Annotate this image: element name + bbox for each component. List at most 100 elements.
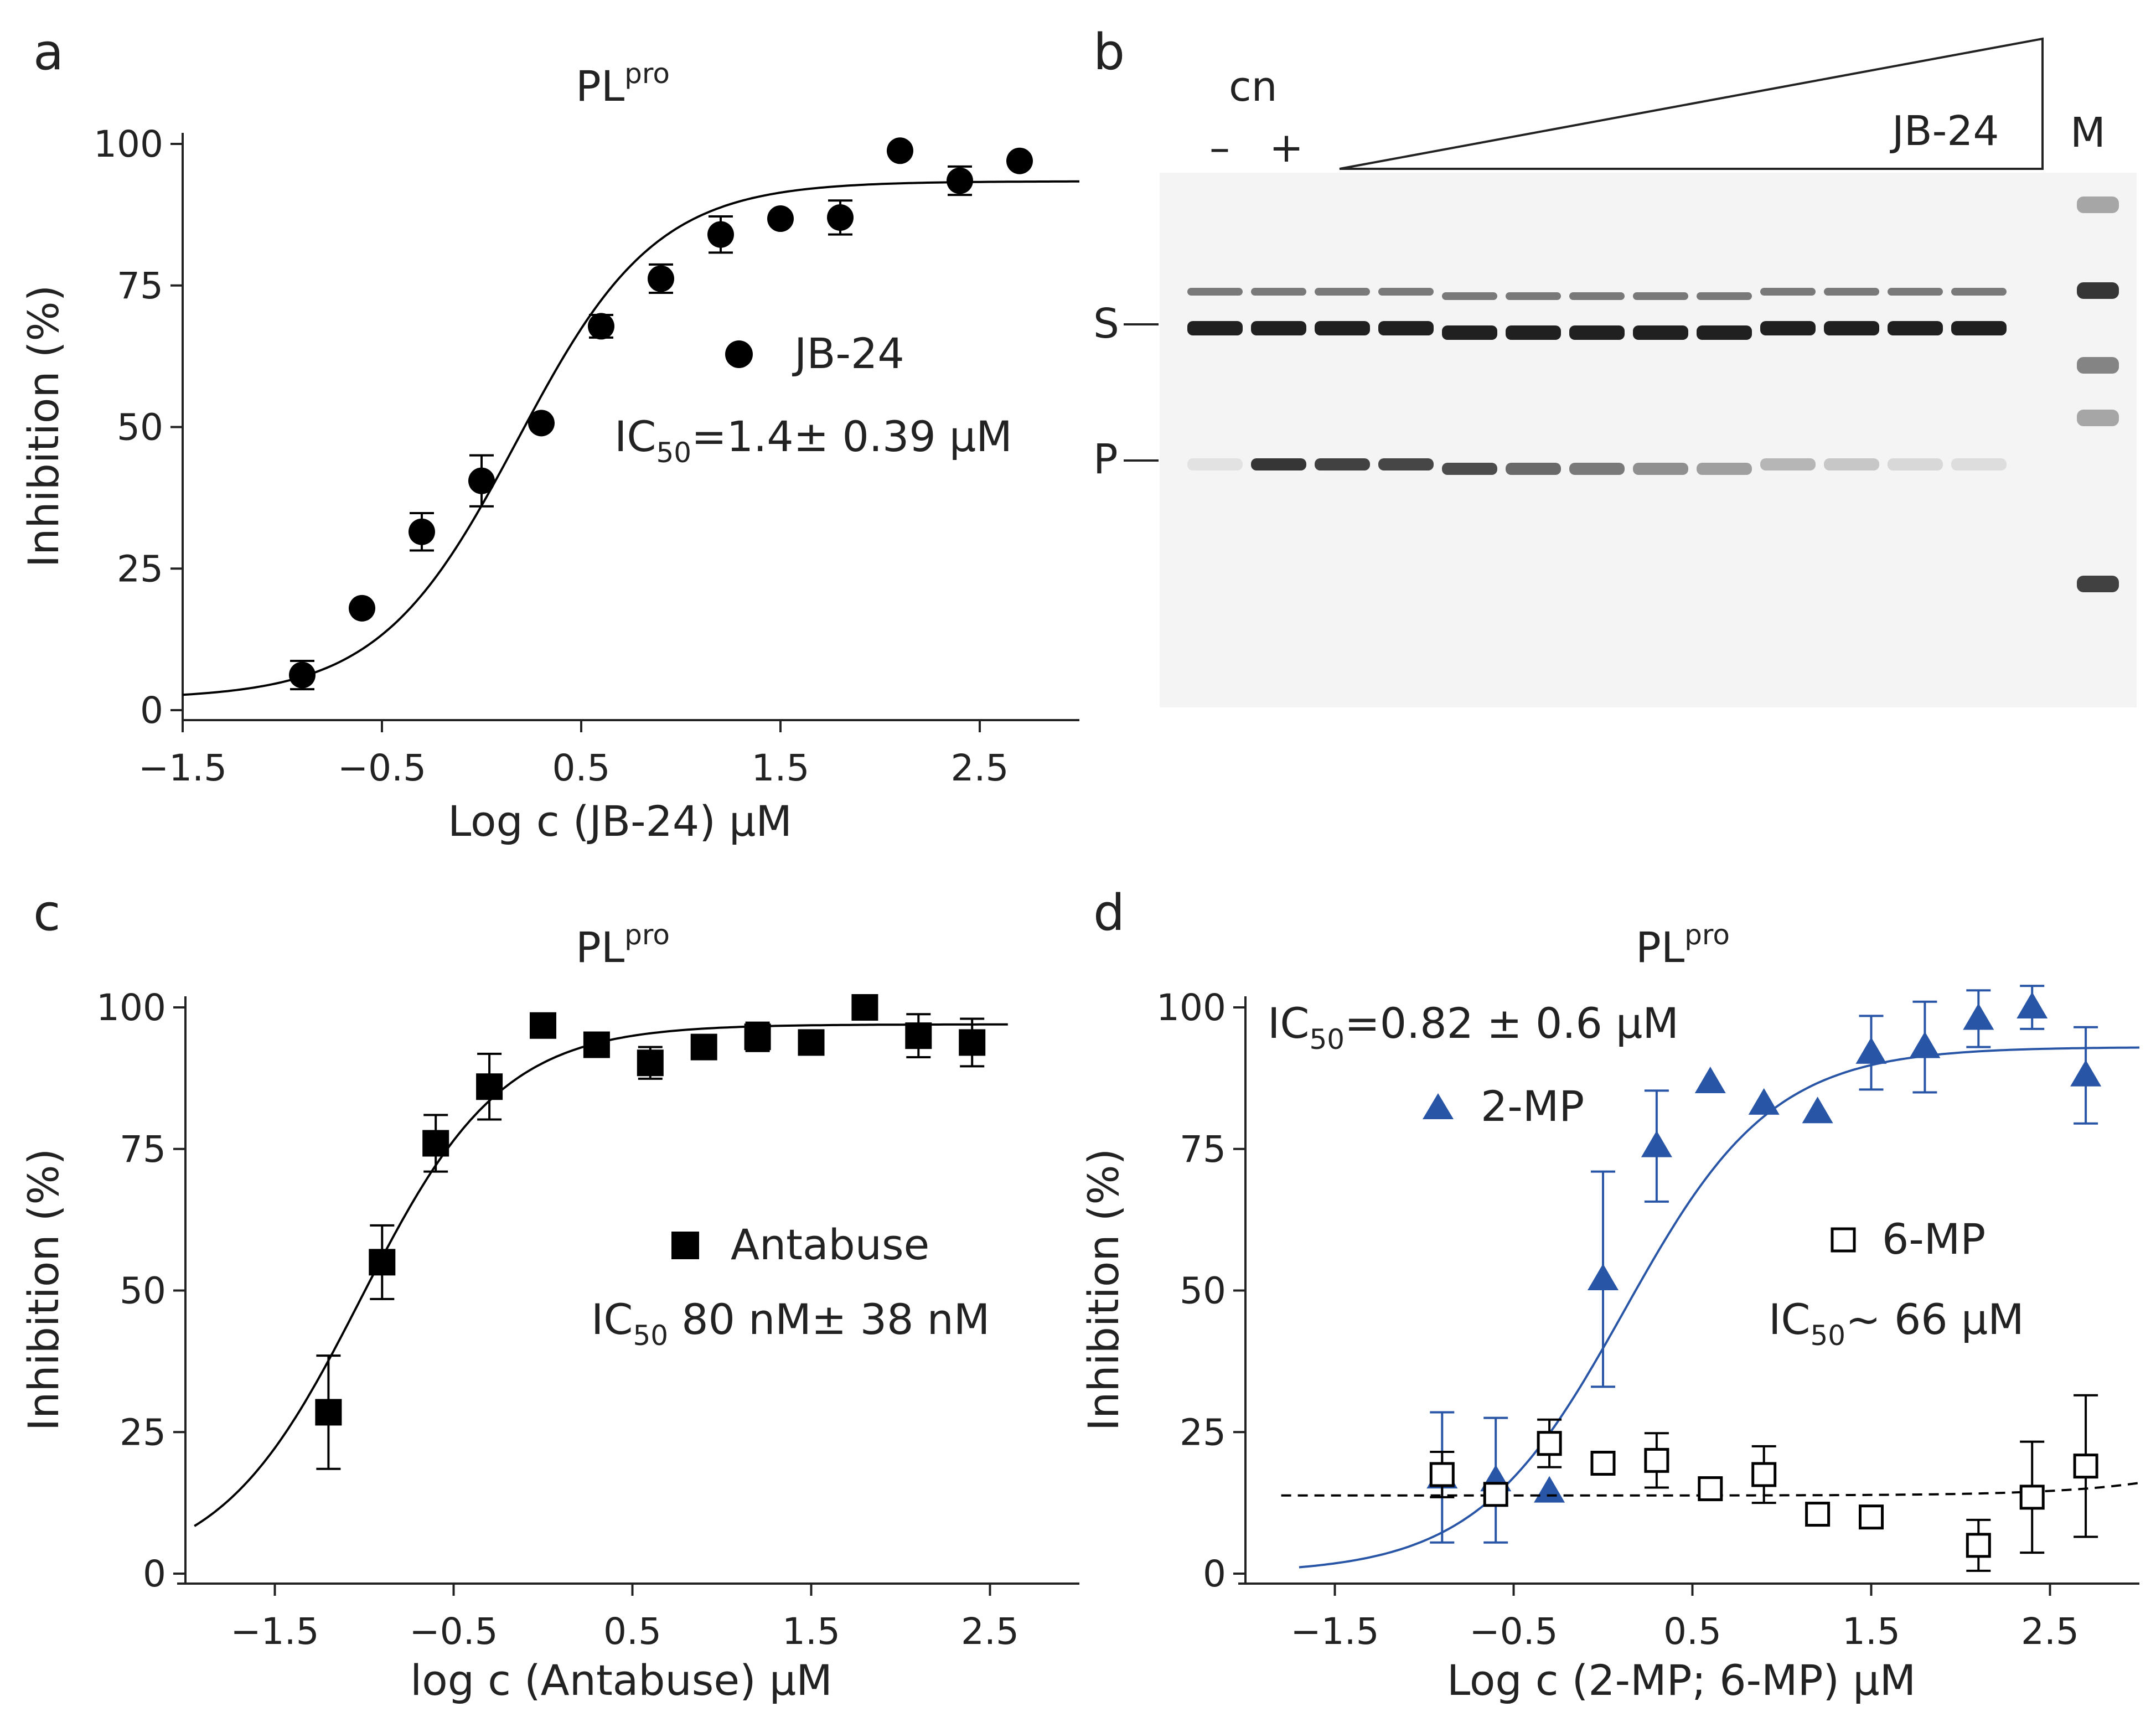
- x-tick-label-d: 2.5: [2021, 1610, 2079, 1653]
- legend-label-2mp: 2-MP: [1481, 1082, 1584, 1131]
- data-point-antabuse: [315, 1399, 342, 1426]
- data-point-6mp: [1805, 1502, 1831, 1527]
- legend-marker-2mp: [1423, 1093, 1454, 1119]
- gel-band-marker: [2077, 357, 2119, 374]
- data-point-6mp: [2019, 1485, 2045, 1510]
- data-point-antabuse: [744, 1023, 771, 1051]
- ic50-value-6mp: ~ 66 μM: [1845, 1295, 2024, 1344]
- gel-band-upper: [1951, 288, 2007, 296]
- panel-c-title-sup: pro: [624, 919, 670, 951]
- ic50-sub-2mp: 50: [1309, 1023, 1345, 1056]
- legend-marker-6mp: [1831, 1227, 1856, 1253]
- data-point-6mp: [1483, 1482, 1508, 1507]
- gel-band-product: [1633, 463, 1688, 475]
- gel-band-upper: [1824, 288, 1879, 296]
- data-point-antabuse: [422, 1130, 449, 1157]
- data-point-jb24: [947, 167, 973, 194]
- ic50-prefix-2mp: IC: [1268, 999, 1309, 1048]
- data-point-6mp: [2073, 1454, 2098, 1479]
- ic50-value-2mp: =0.82 ± 0.6 μM: [1345, 999, 1679, 1048]
- fit-curve-jb24: [182, 180, 1079, 696]
- panel-label-a: a: [33, 23, 64, 81]
- data-point-6mp: [1537, 1431, 1562, 1456]
- y-tick-label-a: 100: [94, 123, 163, 166]
- y-tick-label-d: 50: [1180, 1270, 1226, 1312]
- gel-band-substrate: [1888, 321, 1943, 335]
- chart-panel-a: 0 25 50 75 100 −1.5 −0.5 0.5 1.5 2.5 Inhibition (%…: [19, 123, 1079, 846]
- y-tick-label-d: 100: [1156, 986, 1226, 1029]
- panel-label-d: d: [1093, 884, 1125, 942]
- y-axis-label-c: Inhibition (%): [19, 1149, 68, 1431]
- y-tick-label-c: 75: [120, 1128, 166, 1171]
- gel-lane-minus: –: [1209, 124, 1230, 172]
- data-point-6mp: [1966, 1533, 1991, 1558]
- y-axis-label-d: Inhibition (%): [1079, 1149, 1128, 1431]
- ic50-sub-antabuse: 50: [633, 1320, 668, 1352]
- panel-a-title-main: PL: [576, 61, 624, 111]
- gel-band-substrate: [1251, 321, 1306, 335]
- ic50-prefix-antabuse: IC: [591, 1295, 633, 1344]
- gel-band-upper: [1315, 288, 1370, 296]
- ic50-sub-6mp: 50: [1810, 1320, 1845, 1352]
- gel-band-product: [1315, 458, 1370, 470]
- gel-band-substrate: [1506, 325, 1561, 340]
- y-tick-label-a: 50: [117, 406, 163, 449]
- data-point-antabuse: [905, 1022, 932, 1049]
- x-tick-label-a: 0.5: [552, 747, 611, 789]
- data-point-jb24: [648, 265, 674, 292]
- y-axis-label-a: Inhibition (%): [19, 285, 68, 567]
- x-axis-label-a: Log c (JB-24) μM: [448, 797, 792, 846]
- data-point-6mp: [1590, 1451, 1616, 1476]
- data-point-jb24: [289, 661, 316, 689]
- data-point-jb24: [1006, 147, 1033, 174]
- gel-band-substrate: [1569, 325, 1625, 340]
- data-point-antabuse: [851, 994, 878, 1021]
- gel-compound-label: JB-24: [1890, 107, 1999, 155]
- panel-d-title: PLpro: [1636, 919, 1730, 972]
- gel-band-substrate: [1824, 321, 1879, 335]
- data-point-2mp: [1641, 1130, 1672, 1157]
- fit-curve-antabuse: [194, 1023, 1008, 1527]
- fit-curve-2mp: [1299, 1046, 2140, 1569]
- data-point-6mp: [1429, 1462, 1455, 1487]
- ic50-prefix-jb24: IC: [614, 412, 656, 461]
- data-point-2mp: [1534, 1476, 1565, 1503]
- gel-band-product: [1760, 458, 1816, 470]
- gel-bands: [1187, 196, 2119, 592]
- y-tick-label-d: 0: [1203, 1553, 1226, 1595]
- y-tick-label-c: 25: [120, 1411, 166, 1454]
- gel-band-substrate: [1951, 321, 2007, 335]
- panel-a-title: PLpro: [576, 58, 670, 111]
- x-tick-label-c: −0.5: [409, 1610, 498, 1653]
- data-point-jb24: [409, 518, 435, 545]
- x-tick-label-d: −0.5: [1469, 1610, 1558, 1653]
- gel-band-substrate: [1760, 321, 1816, 335]
- y-tick-label-a: 0: [140, 689, 163, 732]
- ic50-value-antabuse: 80 nM± 38 nM: [668, 1295, 990, 1344]
- gel-band-marker: [2077, 196, 2119, 213]
- gel-lane-plus: +: [1269, 124, 1304, 172]
- y-tick-label-a: 75: [117, 265, 163, 307]
- ic50-label-2mp: IC50=0.82 ± 0.6 μM: [1268, 999, 1679, 1056]
- data-point-antabuse: [583, 1031, 610, 1058]
- gel-band-upper: [1187, 288, 1243, 296]
- data-point-jb24: [827, 204, 854, 231]
- gel-band-marker: [2077, 576, 2119, 592]
- gel-band-product: [1824, 458, 1879, 470]
- ic50-label-6mp: IC50~ 66 μM: [1769, 1295, 2024, 1352]
- gel-band-upper: [1506, 292, 1561, 300]
- data-point-antabuse: [476, 1073, 503, 1100]
- gel-band-substrate: [1633, 325, 1688, 340]
- gel-band-product: [1697, 463, 1752, 475]
- gel-band-product: [1442, 463, 1497, 475]
- data-point-jb24: [588, 313, 614, 340]
- gel-control-label: cn: [1229, 63, 1278, 111]
- gel-band-upper: [1251, 288, 1306, 296]
- data-point-antabuse: [959, 1029, 986, 1056]
- data-point-2mp: [1909, 1031, 1941, 1058]
- gel-band-substrate: [1187, 321, 1243, 335]
- legend-label-6mp: 6-MP: [1882, 1214, 1986, 1264]
- data-point-2mp: [2017, 992, 2048, 1018]
- gel-band-product: [1506, 463, 1561, 475]
- panel-a-title-sup: pro: [624, 58, 670, 90]
